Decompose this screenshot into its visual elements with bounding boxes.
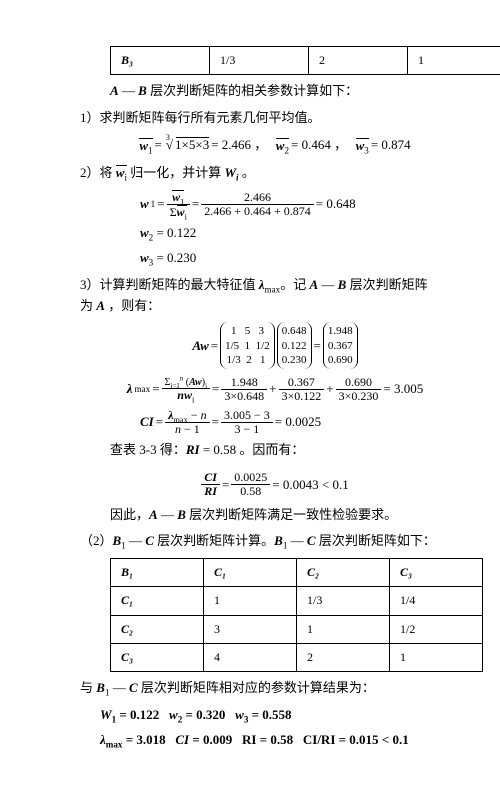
step2-eq3: w3 = 0.230 (140, 248, 440, 269)
intro-text: A — B 层次判断矩阵的相关参数计算如下： (110, 81, 440, 102)
step1-eq: w1 = 3√1×5×3 = 2.466 ， w2 = 0.464 ， w3 =… (80, 135, 440, 157)
cell: 1/2 (390, 615, 483, 643)
cell: 1/4 (390, 587, 483, 615)
cell: 4 (204, 643, 297, 671)
step3-lambda: λmax = Σi=1n (Aw)inwi = 1.9483×0.648 + 0… (80, 376, 440, 403)
step2-eq2: w2 = 0.122 (140, 223, 440, 244)
step3-Aw: Aw = 1 5 3 1/5 1 1/2 1/3 2 1 0.6480.1220… (80, 322, 440, 369)
cell: 2 (309, 47, 408, 75)
section2-title: （2）B1 — C 层次判断矩阵计算。B1 — C 层次判断矩阵如下： (80, 531, 440, 552)
cell: 1 (408, 47, 500, 75)
step2-eq1: w1 = w1Σwi = 2.4662.466 + 0.464 + 0.874 … (140, 190, 440, 219)
cell: 1 (297, 615, 390, 643)
th: C₂ (297, 559, 390, 587)
cell: C₃ (111, 643, 204, 671)
th: B₁ (111, 559, 204, 587)
step3-CI: CI = λmax − nn − 1 = 3.005 − 33 − 1 = 0.… (140, 409, 440, 436)
cell: C₂ (111, 615, 204, 643)
step3-CR: CIRI = 0.00250.58 = 0.0043 < 0.1 (80, 467, 440, 498)
th: C₃ (390, 559, 483, 587)
step3-lookup: 查表 3-3 得：RI = 0.58 。因而有： (110, 440, 440, 461)
cell: 1/3 (297, 587, 390, 615)
cell: B₃ (111, 47, 210, 75)
cell: 1 (390, 643, 483, 671)
table-b3-row: B₃ 1/3 2 1 (110, 46, 500, 75)
cell: 3 (204, 615, 297, 643)
step2-label: 2）将 wi 归一化，并计算 Wi 。 (80, 163, 440, 184)
section2-resintro: 与 B1 — C 层次判断矩阵相对应的参数计算结果为： (80, 678, 440, 699)
cell: 2 (297, 643, 390, 671)
th: C₁ (204, 559, 297, 587)
cell: 1/3 (210, 47, 309, 75)
section2-r2: λmax = 3.018 CI = 0.009 RI = 0.58 CI/RI … (100, 730, 440, 751)
cell: C₁ (111, 587, 204, 615)
step3-label: 3）计算判断矩阵的最大特征值 λmax。记 A — B 层次判断矩阵为 A ，则… (80, 275, 440, 317)
table-b1-c: B₁ C₁ C₂ C₃ C₁ 1 1/3 1/4 C₂ 3 1 1/2 C₃ 4… (110, 558, 483, 672)
step3-conclusion: 因此，A — B 层次判断矩阵满足一致性检验要求。 (110, 505, 440, 526)
cell: 1 (204, 587, 297, 615)
step1-label: 1）求判断矩阵每行所有元素几何平均值。 (80, 108, 440, 129)
